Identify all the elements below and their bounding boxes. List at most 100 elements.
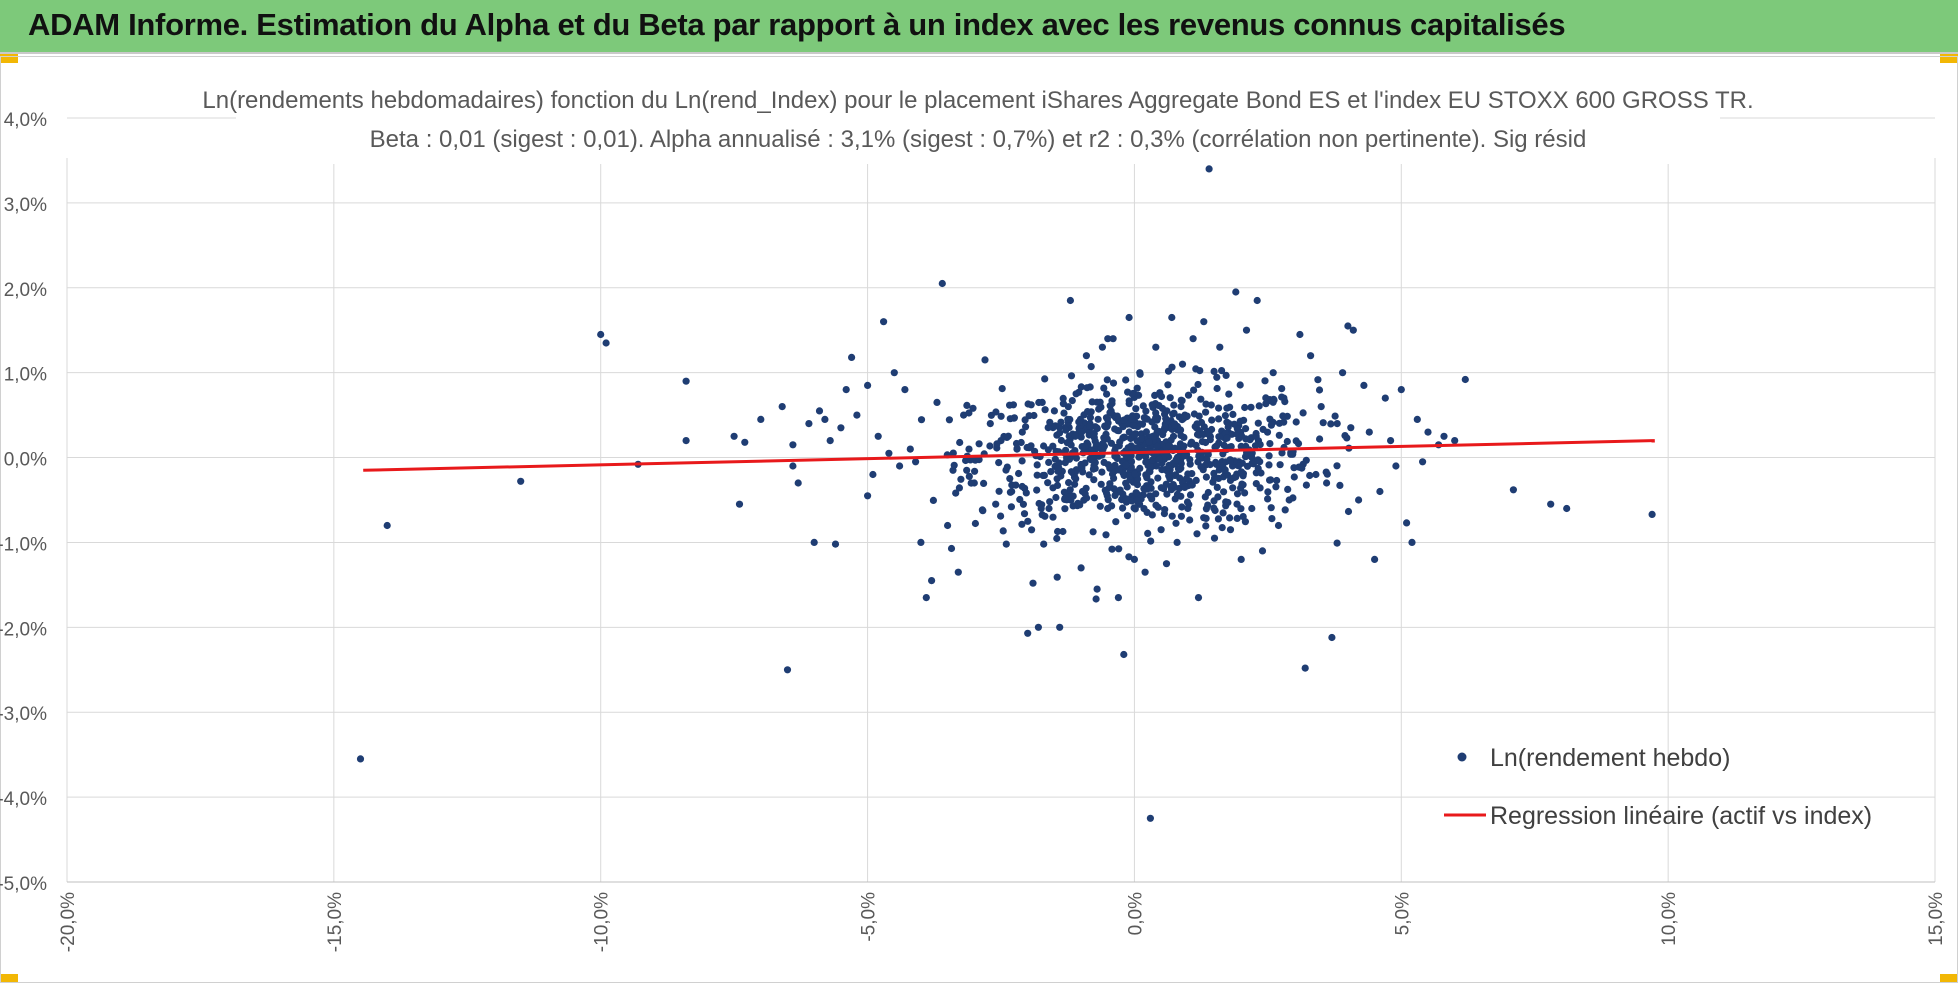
data-point xyxy=(1085,471,1093,479)
data-point xyxy=(1095,405,1103,413)
data-point xyxy=(1239,470,1247,478)
data-point xyxy=(947,544,956,553)
data-point xyxy=(1059,400,1067,408)
data-point xyxy=(1033,486,1041,494)
legend-marker-points xyxy=(1457,752,1467,762)
data-point xyxy=(1193,530,1201,538)
data-point xyxy=(1403,519,1411,527)
data-point xyxy=(1177,426,1185,434)
data-point xyxy=(1301,664,1309,672)
page-title: ADAM Informe. Estimation du Alpha et du … xyxy=(28,7,1566,42)
data-point xyxy=(1299,409,1307,417)
data-point xyxy=(757,415,765,423)
data-point xyxy=(1240,416,1248,424)
data-point xyxy=(1108,545,1116,553)
data-point xyxy=(1103,492,1111,500)
data-point xyxy=(980,479,988,487)
data-point xyxy=(1166,394,1174,402)
data-point xyxy=(831,540,840,548)
data-point xyxy=(1290,473,1298,481)
data-point xyxy=(965,472,973,480)
data-point xyxy=(1046,418,1054,426)
data-point xyxy=(1116,486,1124,494)
data-point xyxy=(1035,398,1043,407)
data-point xyxy=(1226,526,1235,534)
data-point xyxy=(1141,568,1149,576)
data-point xyxy=(1221,466,1229,474)
data-point xyxy=(1408,538,1416,547)
data-point xyxy=(1224,498,1232,507)
data-point xyxy=(1268,515,1276,523)
data-point xyxy=(1082,352,1090,360)
data-point xyxy=(993,440,1001,448)
data-point xyxy=(965,409,973,417)
data-point xyxy=(1279,412,1287,420)
data-point xyxy=(965,445,973,453)
data-point xyxy=(1316,435,1324,443)
data-point xyxy=(1015,469,1023,478)
chart-title-background xyxy=(236,80,1720,164)
data-point xyxy=(1149,403,1157,411)
data-point xyxy=(1196,367,1204,375)
data-point xyxy=(1044,479,1052,487)
data-point xyxy=(1152,414,1160,422)
data-point xyxy=(1424,428,1432,436)
data-point xyxy=(1213,442,1221,450)
data-point xyxy=(1298,464,1306,472)
data-point xyxy=(783,666,792,674)
data-point xyxy=(1157,484,1165,492)
data-point xyxy=(1122,376,1130,384)
data-point xyxy=(1392,462,1400,470)
data-point xyxy=(1050,407,1058,415)
data-point xyxy=(1142,453,1150,461)
data-point xyxy=(1130,431,1139,439)
data-point xyxy=(1206,436,1214,444)
data-point xyxy=(1006,415,1014,423)
data-point xyxy=(1211,506,1219,515)
data-point xyxy=(1381,394,1389,402)
data-point xyxy=(1101,422,1109,430)
x-tick-label: 15,0% xyxy=(1926,892,1947,946)
data-point xyxy=(1284,485,1292,493)
corner-marker-top-right xyxy=(1940,54,1958,63)
data-point xyxy=(837,424,845,432)
data-point xyxy=(1062,446,1070,454)
data-point xyxy=(1307,352,1315,360)
data-point xyxy=(1177,431,1185,440)
data-point xyxy=(1333,539,1341,547)
data-point xyxy=(957,475,965,483)
x-tick-label: -15,0% xyxy=(325,892,346,952)
data-point xyxy=(1254,419,1262,427)
data-point xyxy=(1082,484,1090,492)
data-point xyxy=(1164,381,1172,389)
data-point xyxy=(1054,527,1062,536)
data-point xyxy=(1109,379,1118,387)
data-point xyxy=(1149,432,1158,440)
data-point xyxy=(1127,458,1136,466)
data-point xyxy=(826,437,834,445)
data-point xyxy=(1055,459,1063,467)
data-point xyxy=(1193,420,1201,428)
data-point xyxy=(1081,459,1089,467)
data-point xyxy=(1238,480,1246,488)
data-point xyxy=(1122,461,1130,469)
data-point xyxy=(967,479,975,487)
data-point xyxy=(1170,409,1178,417)
data-point xyxy=(1059,527,1067,536)
data-point xyxy=(1283,437,1291,446)
data-point xyxy=(1225,420,1233,428)
data-point xyxy=(1213,373,1221,381)
data-point xyxy=(1266,440,1274,448)
chart-title: Ln(rendements hebdomadaires) fonction du… xyxy=(202,87,1753,114)
data-point xyxy=(1173,490,1182,498)
data-point xyxy=(1215,415,1223,423)
data-point xyxy=(1289,494,1297,502)
data-point xyxy=(1165,442,1173,450)
data-point xyxy=(1248,453,1256,461)
data-point xyxy=(1078,428,1086,436)
data-point xyxy=(992,500,1000,508)
data-point xyxy=(1053,475,1061,483)
data-point xyxy=(741,438,749,446)
data-point xyxy=(1133,384,1141,392)
corner-marker-top-left xyxy=(0,54,18,63)
